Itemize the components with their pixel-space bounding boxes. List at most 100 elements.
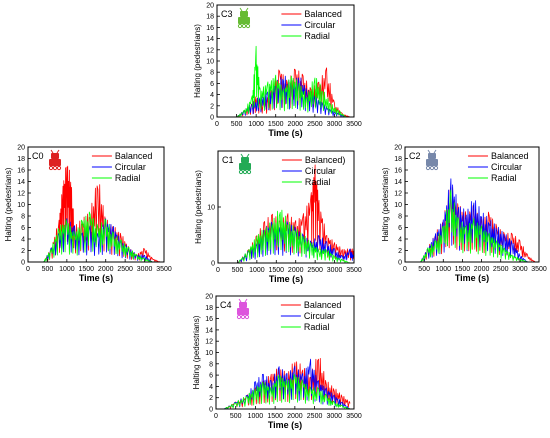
panel-c4: 0 500 1000 1500 2000 2500 3000 3500 0 2 4 6 8 10 12 14 1… <box>192 294 362 431</box>
y-tick-label: 14 <box>17 179 25 186</box>
y-tick-label: 16 <box>205 316 213 323</box>
y-axis-label: Halting (pedestrians) <box>381 167 390 241</box>
x-tick-label: 1000 <box>59 266 75 273</box>
panel-label: C1 <box>222 155 234 165</box>
robot-icon <box>238 153 252 175</box>
panel-label: C3 <box>221 9 233 19</box>
x-tick-label: 1500 <box>267 413 283 420</box>
robot-icon <box>48 149 62 171</box>
x-tick-label: 0 <box>216 267 220 274</box>
y-tick-label: 2 <box>21 248 25 255</box>
y-tick-label: 10 <box>205 350 213 357</box>
x-tick-label: 1500 <box>268 267 284 274</box>
legend-entry: Radial <box>305 177 331 187</box>
series-line-radial <box>223 373 351 410</box>
x-tick-label: 2500 <box>493 266 509 273</box>
x-tick-label: 3000 <box>327 121 343 128</box>
y-tick-label: 4 <box>21 237 25 244</box>
panel-label: C2 <box>409 151 421 161</box>
x-tick-label: 3500 <box>531 266 547 273</box>
x-tick-label: 500 <box>418 266 430 273</box>
x-tick-label: 500 <box>230 413 242 420</box>
panel-c0: 0 500 1000 1500 2000 2500 3000 3500 0 2 4 6 8 10 12 14 1… <box>4 145 172 284</box>
x-axis-label: Time (s) <box>268 420 302 430</box>
x-tick-label: 3500 <box>156 266 172 273</box>
series-line-radial <box>43 211 153 263</box>
legend-entry: Circular <box>304 311 335 321</box>
x-tick-label: 2500 <box>307 413 323 420</box>
x-tick-label: 1000 <box>248 413 264 420</box>
y-tick-label: 10 <box>206 59 214 66</box>
y-tick-label: 14 <box>205 327 213 334</box>
y-tick-label: 4 <box>209 384 213 391</box>
series-line-circular <box>420 178 528 263</box>
series-line-radial <box>419 189 528 263</box>
y-tick-label: 20 <box>394 145 402 152</box>
y-axis-label: Halting (pedestrians) <box>194 170 203 244</box>
legend-entry: Circular <box>491 162 522 172</box>
y-tick-label: 8 <box>398 214 402 221</box>
x-tick-label: 3000 <box>512 266 528 273</box>
y-tick-label: 12 <box>205 339 213 346</box>
y-tick-label: 2 <box>398 248 402 255</box>
legend-entry: Radial <box>304 322 330 332</box>
y-tick-label: 6 <box>21 225 25 232</box>
y-tick-label: 18 <box>17 156 25 163</box>
x-tick-label: 1500 <box>455 266 471 273</box>
x-tick-label: 1500 <box>78 266 94 273</box>
y-tick-label: 16 <box>394 168 402 175</box>
legend-entry: Radial <box>115 173 141 183</box>
robot-icon <box>236 298 250 320</box>
y-tick-label: 16 <box>206 25 214 32</box>
x-tick-label: 2500 <box>117 266 133 273</box>
x-tick-label: 1000 <box>249 267 265 274</box>
x-tick-label: 0 <box>403 266 407 273</box>
y-tick-label: 2 <box>210 103 214 110</box>
panel-c2: 0 500 1000 1500 2000 2500 3000 3500 0 2 4 6 8 10 12 14 1… <box>381 145 547 284</box>
x-tick-label: 1500 <box>268 121 284 128</box>
x-tick-label: 2000 <box>288 267 304 274</box>
robot-icon <box>425 149 439 171</box>
y-tick-label: 12 <box>206 47 214 54</box>
x-tick-label: 0 <box>26 266 30 273</box>
y-tick-label: 6 <box>398 225 402 232</box>
x-axis-label: Time (s) <box>79 273 113 283</box>
legend-entry: Circular <box>304 20 335 30</box>
x-tick-label: 3000 <box>327 267 343 274</box>
x-tick-label: 3500 <box>346 413 362 420</box>
x-tick-label: 2500 <box>307 267 323 274</box>
y-tick-label: 10 <box>207 205 215 212</box>
x-tick-label: 2500 <box>307 121 323 128</box>
x-tick-label: 2000 <box>98 266 114 273</box>
y-tick-label: 8 <box>210 70 214 77</box>
legend-entry: Radial <box>304 31 330 41</box>
panel-c1: 0 500 1000 1500 2000 2500 3000 3500 0 10 Time (s) H… <box>194 150 362 284</box>
y-tick-label: 12 <box>17 191 25 198</box>
x-tick-label: 2000 <box>474 266 490 273</box>
legend-entry: Circular <box>115 162 146 172</box>
y-tick-label: 10 <box>394 202 402 209</box>
x-tick-label: 0 <box>214 413 218 420</box>
y-tick-label: 6 <box>209 373 213 380</box>
y-tick-label: 0 <box>211 261 215 268</box>
y-tick-label: 0 <box>210 115 214 122</box>
x-axis-label: Time (s) <box>268 128 302 138</box>
y-tick-label: 0 <box>21 260 25 267</box>
series-line-radial <box>237 209 351 264</box>
y-axis-label: Halting (pedestrians) <box>192 315 201 389</box>
legend-entry: Balanced <box>304 9 342 19</box>
robot-icon <box>237 7 251 29</box>
y-axis-label: Halting (pedestrians) <box>4 167 13 241</box>
legend-entry: Circular <box>305 166 336 176</box>
panel-label: C4 <box>220 300 232 310</box>
x-tick-label: 3000 <box>137 266 153 273</box>
x-tick-label: 3500 <box>346 267 362 274</box>
x-axis-label: Time (s) <box>269 274 303 284</box>
y-tick-label: 4 <box>398 237 402 244</box>
x-tick-label: 500 <box>232 267 244 274</box>
y-tick-label: 12 <box>394 191 402 198</box>
x-tick-label: 2000 <box>287 121 303 128</box>
y-tick-label: 18 <box>206 14 214 21</box>
y-tick-label: 20 <box>206 3 214 10</box>
y-axis-label: Halting (pedestrians) <box>193 24 202 98</box>
